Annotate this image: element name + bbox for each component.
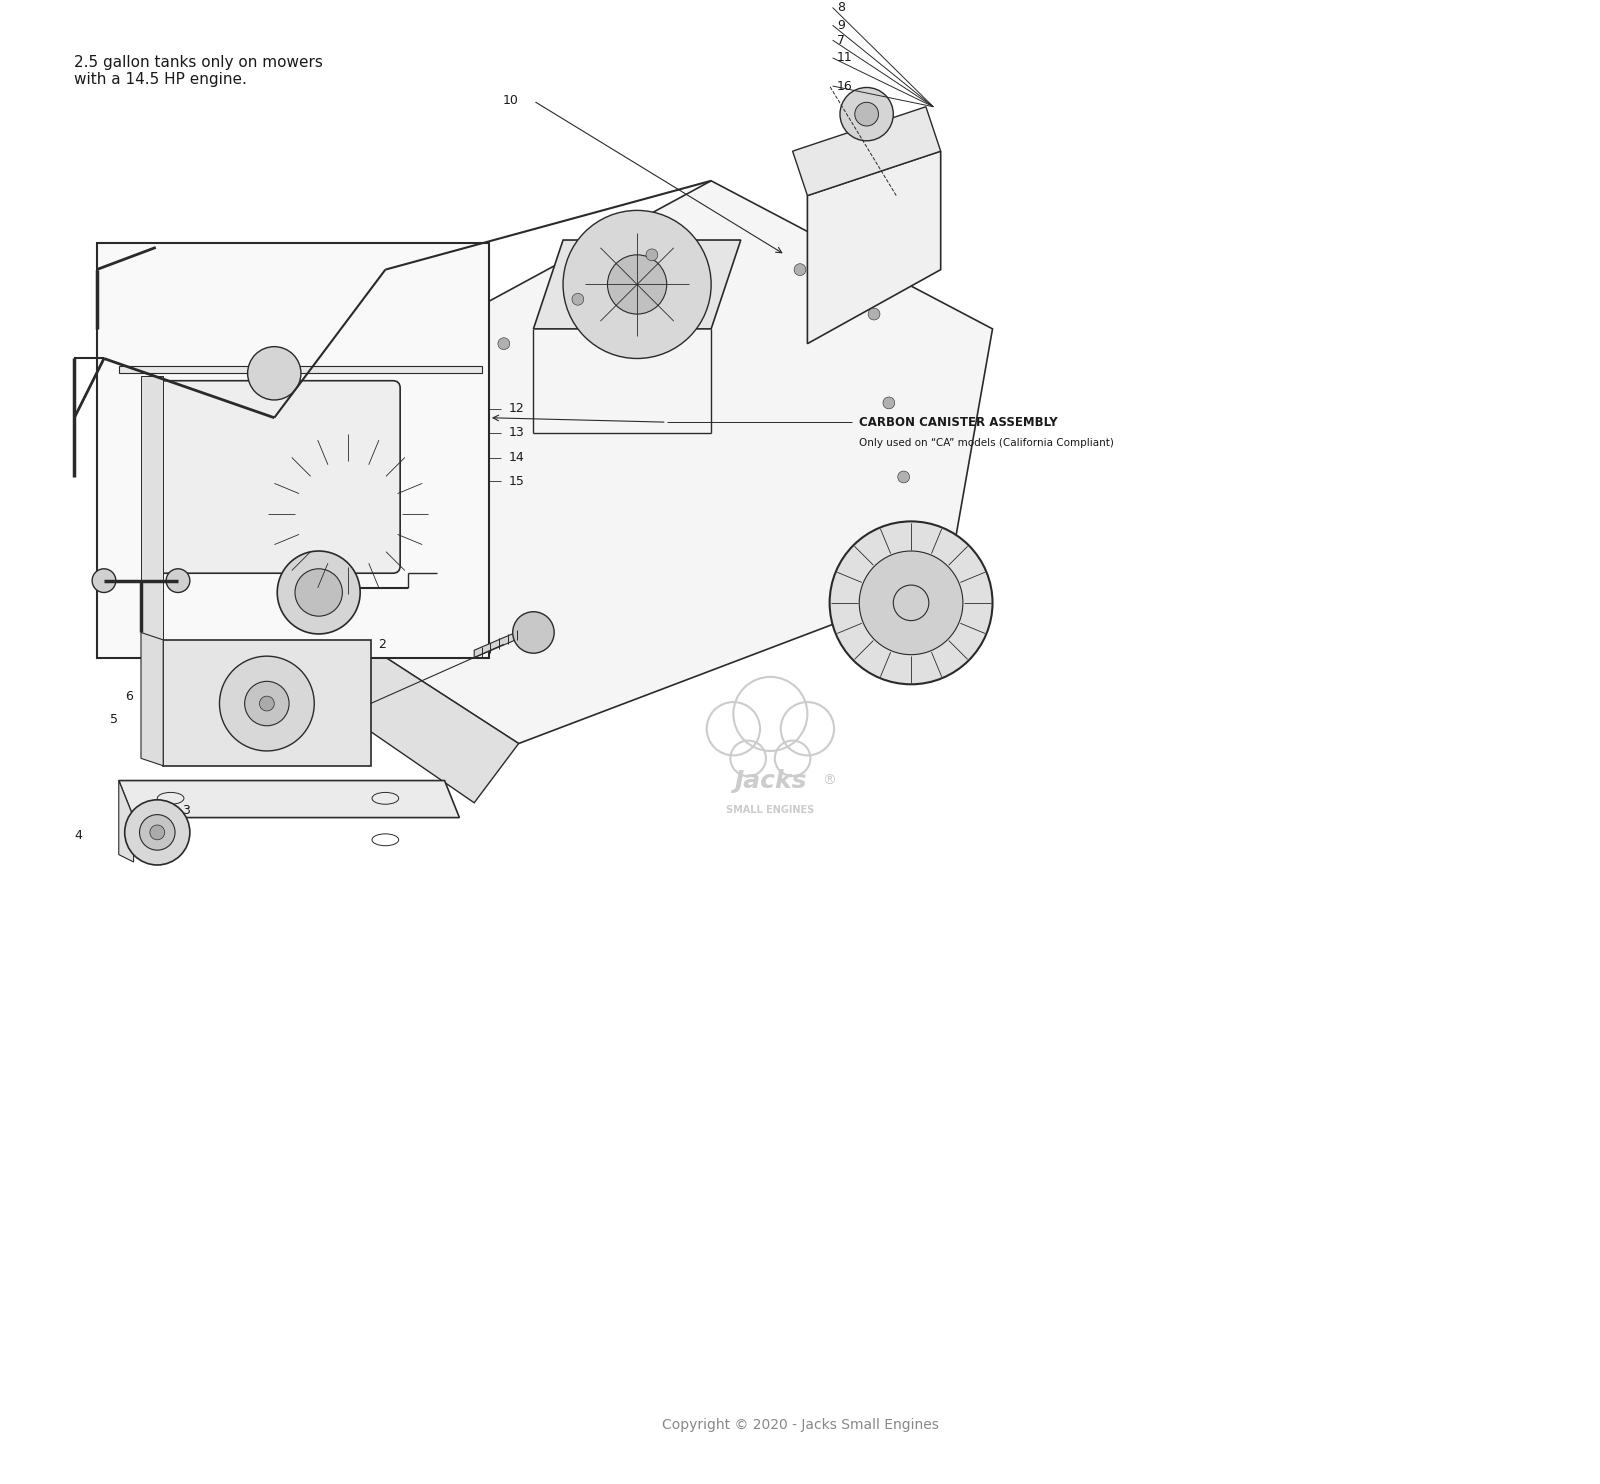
FancyBboxPatch shape [96, 243, 490, 657]
Circle shape [498, 338, 510, 350]
Circle shape [859, 551, 963, 654]
Circle shape [854, 102, 878, 126]
Circle shape [248, 347, 301, 401]
Polygon shape [141, 377, 163, 647]
Polygon shape [118, 781, 459, 818]
Text: 4: 4 [74, 830, 82, 841]
Text: 5: 5 [110, 714, 118, 726]
Circle shape [608, 255, 667, 315]
Polygon shape [141, 632, 163, 766]
Circle shape [869, 309, 880, 321]
Circle shape [219, 656, 314, 751]
FancyBboxPatch shape [155, 381, 400, 573]
Circle shape [166, 568, 190, 592]
Text: ®: ® [822, 773, 837, 788]
Text: 9: 9 [837, 19, 845, 31]
Text: 14: 14 [509, 451, 525, 464]
Polygon shape [792, 107, 941, 196]
Text: 2.5 gallon tanks only on mowers
with a 14.5 HP engine.: 2.5 gallon tanks only on mowers with a 1… [74, 55, 323, 88]
Text: Copyright © 2020 - Jacks Small Engines: Copyright © 2020 - Jacks Small Engines [661, 1417, 939, 1432]
Circle shape [277, 551, 360, 634]
Circle shape [883, 398, 894, 410]
Text: 11: 11 [837, 52, 853, 64]
Text: 12: 12 [509, 402, 525, 416]
Text: 6: 6 [125, 690, 133, 702]
Text: 2: 2 [378, 638, 386, 651]
Circle shape [898, 470, 909, 482]
Circle shape [150, 825, 165, 840]
Polygon shape [237, 580, 518, 803]
Polygon shape [267, 181, 992, 743]
Polygon shape [474, 628, 526, 657]
Text: 15: 15 [509, 475, 525, 488]
Text: 3: 3 [182, 804, 190, 816]
Text: Jacks: Jacks [734, 769, 806, 792]
Text: SMALL ENGINES: SMALL ENGINES [726, 806, 814, 815]
Circle shape [259, 696, 274, 711]
Circle shape [294, 568, 342, 616]
Circle shape [93, 568, 115, 592]
Circle shape [794, 264, 806, 276]
Polygon shape [118, 367, 482, 374]
Circle shape [245, 681, 290, 726]
Circle shape [840, 88, 893, 141]
Text: 13: 13 [509, 426, 525, 439]
Circle shape [830, 521, 992, 684]
Circle shape [267, 432, 430, 595]
Circle shape [424, 383, 435, 395]
Circle shape [571, 294, 584, 306]
Circle shape [646, 249, 658, 261]
Circle shape [563, 211, 710, 359]
Circle shape [139, 815, 174, 850]
FancyBboxPatch shape [163, 640, 371, 766]
Circle shape [512, 611, 554, 653]
Text: 7: 7 [837, 34, 845, 46]
Circle shape [296, 462, 400, 565]
Circle shape [125, 800, 190, 865]
Text: CARBON CANISTER ASSEMBLY: CARBON CANISTER ASSEMBLY [859, 416, 1058, 429]
Polygon shape [208, 389, 274, 580]
Polygon shape [808, 151, 941, 344]
Text: 8: 8 [837, 1, 845, 13]
Text: Only used on “CA” models (California Compliant): Only used on “CA” models (California Com… [859, 438, 1114, 448]
Polygon shape [533, 240, 741, 329]
Polygon shape [118, 781, 133, 862]
Text: 16: 16 [837, 80, 853, 92]
Text: 10: 10 [502, 95, 518, 107]
